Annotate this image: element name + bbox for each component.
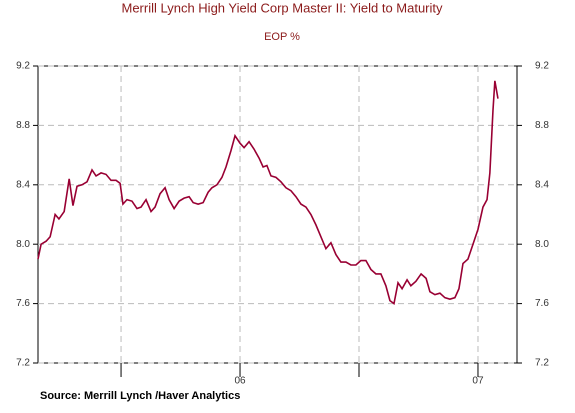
data-line <box>37 80 499 305</box>
y-tick-label: 9.2 <box>16 61 30 72</box>
chart-title: Merrill Lynch High Yield Corp Master II:… <box>121 0 443 15</box>
chart-subtitle: EOP % <box>264 31 300 43</box>
y2-tick-label: 8.4 <box>535 179 549 190</box>
y-tick-label: 8.4 <box>16 179 30 190</box>
y2-tick-label: 9.2 <box>535 61 549 72</box>
y-tick-label: 8.0 <box>16 239 30 250</box>
y-tick-label: 7.6 <box>16 298 30 309</box>
source-note: Source: Merrill Lynch /Haver Analytics <box>40 390 240 402</box>
y-tick-label: 7.2 <box>16 358 30 369</box>
y-tick-label: 8.8 <box>16 120 30 131</box>
y2-tick-label: 7.6 <box>535 298 549 309</box>
x-tick-label: 07 <box>472 376 484 387</box>
plot-frame <box>37 65 518 364</box>
x-tick-label: 06 <box>234 376 246 387</box>
y2-tick-label: 7.2 <box>535 358 549 369</box>
y2-tick-label: 8.8 <box>535 120 549 131</box>
y2-tick-label: 8.0 <box>535 239 549 250</box>
